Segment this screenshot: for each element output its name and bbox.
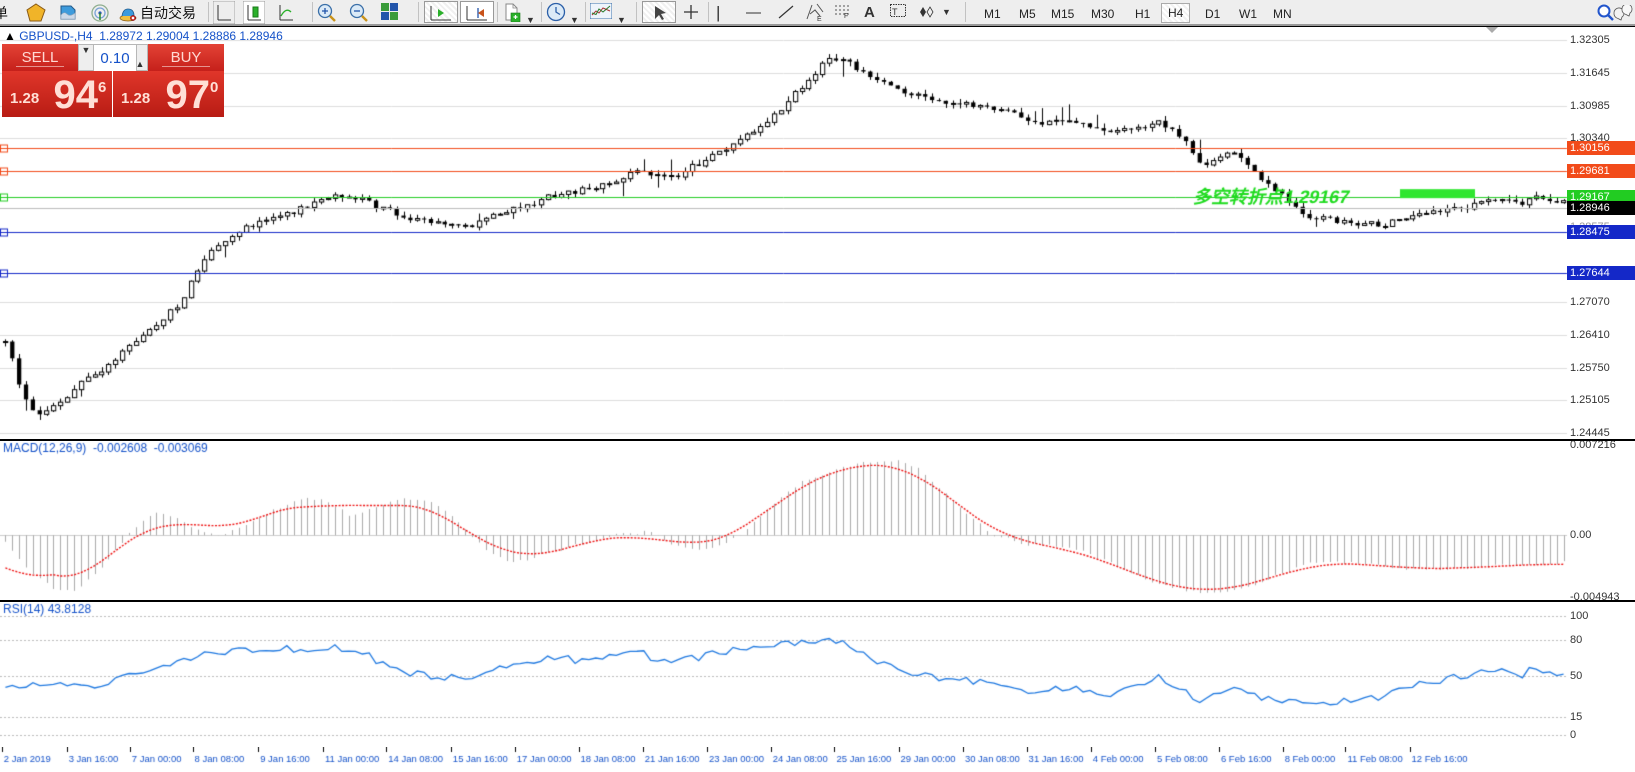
svg-text:T: T <box>892 7 898 17</box>
svg-text:E: E <box>817 16 822 22</box>
svg-text:F: F <box>844 13 848 18</box>
